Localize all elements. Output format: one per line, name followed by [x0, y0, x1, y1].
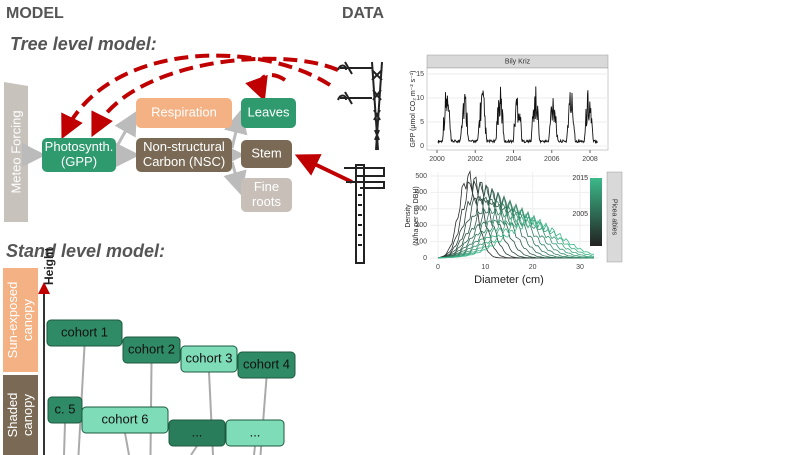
y-tick-label: 10	[416, 95, 424, 102]
panel-strip-label: Bily Kriz	[505, 58, 531, 65]
cohort-label: ...	[192, 424, 203, 439]
x-tick-label: 2006	[544, 156, 560, 163]
y-tick-label: 300	[415, 206, 427, 213]
panel-strip-label: Picea abies	[611, 199, 618, 236]
process-box	[241, 98, 296, 128]
y-tick-label: 200	[415, 222, 427, 229]
section-title: DATA	[342, 5, 385, 22]
density-curve	[437, 218, 595, 259]
cohort-label: cohort 4	[243, 356, 290, 371]
stem	[253, 445, 256, 455]
process-box	[241, 140, 292, 168]
cohort-box	[168, 419, 226, 447]
box-label: canopy	[20, 299, 35, 341]
y-tick-label: 500	[415, 173, 427, 180]
y-tick-label: 400	[415, 189, 427, 196]
cohort-box	[81, 406, 169, 434]
box-label: Photosynth.	[45, 139, 114, 154]
section-title: MODEL	[6, 5, 64, 22]
density-curve	[438, 210, 595, 259]
box-label: canopy	[20, 394, 35, 436]
box-label: Carbon (NSC)	[143, 154, 225, 169]
y-axis-label: Density	[405, 204, 412, 228]
density-curve	[437, 204, 594, 259]
process-box	[42, 138, 116, 172]
box-label: roots	[252, 194, 281, 209]
cohort-label: ...	[250, 424, 261, 439]
process-box	[136, 138, 232, 172]
stem	[63, 422, 66, 455]
forcing-bar	[4, 82, 28, 222]
density-curve	[437, 214, 595, 259]
box-label: Non-structural	[143, 139, 225, 154]
cohort-label: cohort 3	[186, 350, 233, 365]
y-tick-label: 15	[416, 71, 424, 78]
subtitle: Tree level model:	[10, 34, 157, 54]
colorbar	[590, 178, 602, 246]
y-tick-label: 0	[423, 255, 427, 262]
x-axis-label: Diameter (cm)	[474, 274, 544, 286]
caliper-icon	[344, 164, 385, 264]
data-arrow	[294, 154, 353, 184]
legend-tick-label: 2005	[572, 211, 588, 218]
box-label: Leaves	[248, 104, 290, 119]
data-arrows	[61, 53, 339, 140]
layer-band	[3, 268, 38, 372]
forcing-label: Meteo Forcing	[8, 110, 23, 193]
cohort-box	[122, 336, 181, 364]
density-curve	[438, 207, 595, 259]
panel-strip	[606, 171, 623, 263]
box-label: Stem	[251, 145, 281, 160]
x-tick-label: 10	[481, 264, 489, 271]
height-label: Height	[42, 248, 56, 285]
box-label: Respiration	[151, 104, 217, 119]
y-tick-label: 0	[420, 143, 424, 150]
process-box	[136, 98, 232, 128]
gpp-trace	[437, 86, 598, 145]
cohort-label: cohort 2	[128, 341, 175, 356]
process-box	[241, 178, 292, 212]
x-tick-label: 20	[529, 264, 537, 271]
flow-arrows	[22, 109, 248, 196]
box-label: Fine	[254, 179, 279, 194]
box-label: (GPP)	[61, 154, 97, 169]
x-tick-label: 2000	[429, 156, 445, 163]
x-tick-label: 2004	[506, 156, 522, 163]
x-tick-label: 2008	[582, 156, 598, 163]
y-tick-label: 100	[415, 238, 427, 245]
x-tick-label: 30	[576, 264, 584, 271]
x-tick-label: 2002	[467, 156, 483, 163]
cohort-box	[180, 345, 238, 373]
stem	[190, 445, 198, 455]
cohort-label: cohort 6	[102, 411, 149, 426]
cohort-label: c. 5	[55, 401, 76, 416]
legend-tick-label: 2015	[572, 175, 588, 182]
subtitle: Stand level model:	[6, 241, 165, 261]
cohort-box	[237, 351, 296, 379]
cohort-box	[46, 319, 123, 347]
y-axis-label: GPP (μmol CO₂ m⁻² s⁻¹)	[410, 70, 417, 147]
layer-band	[3, 375, 38, 455]
y-axis-label: (N/ha per cm DBH)	[413, 186, 420, 246]
cohort-box	[225, 419, 285, 447]
box-label: Shaded	[5, 393, 20, 438]
cohort-label: cohort 1	[61, 324, 108, 339]
density-curve	[437, 199, 594, 259]
x-tick-label: 0	[436, 264, 440, 271]
flux-tower-icon	[337, 61, 383, 151]
y-tick-label: 5	[420, 119, 424, 126]
box-label: Sun-exposed	[5, 282, 20, 359]
stem	[124, 432, 130, 455]
